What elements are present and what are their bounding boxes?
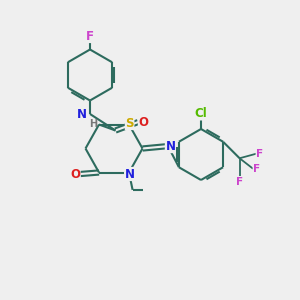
Text: F: F	[256, 149, 263, 159]
Text: N: N	[76, 107, 87, 121]
Text: F: F	[86, 29, 94, 43]
Text: O: O	[138, 116, 148, 129]
Text: F: F	[236, 177, 243, 187]
Text: S: S	[125, 116, 134, 130]
Text: N: N	[124, 167, 135, 181]
Text: F: F	[253, 164, 260, 174]
Text: Cl: Cl	[195, 107, 207, 120]
Text: N: N	[165, 140, 176, 153]
Text: H: H	[89, 119, 98, 129]
Text: O: O	[70, 167, 80, 181]
